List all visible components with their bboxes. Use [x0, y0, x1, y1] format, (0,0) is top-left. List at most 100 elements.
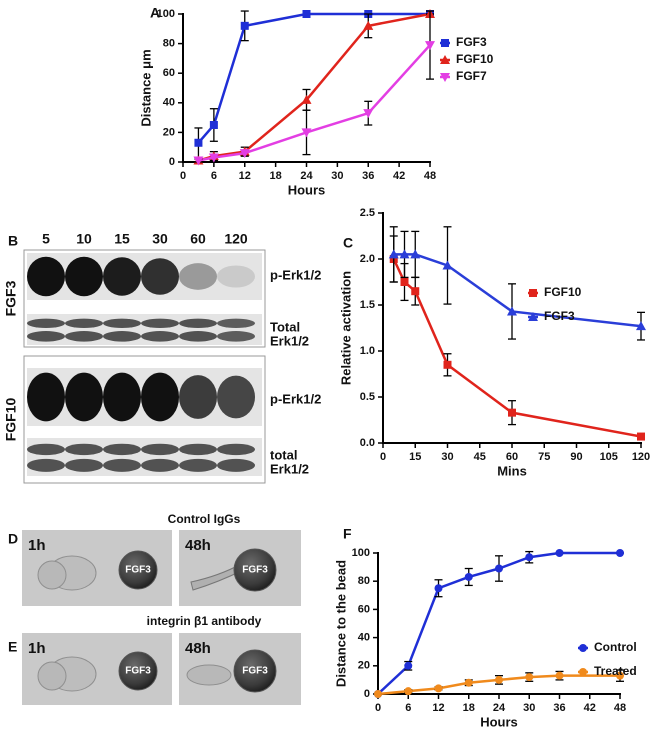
blot-band [179, 331, 217, 342]
blot-band [141, 372, 179, 422]
data-point [208, 153, 219, 163]
x-tick-label: 90 [570, 451, 582, 463]
bead-label: FGF3 [242, 565, 268, 576]
blot-frame [23, 355, 266, 484]
blot-group-label: FGF10 [3, 398, 19, 442]
lane-time: 120 [224, 231, 248, 247]
blot-band [217, 331, 255, 342]
y-tick-label: 20 [163, 126, 175, 138]
y-tick-label: 0 [364, 688, 370, 700]
data-point [443, 360, 452, 369]
blot-band [217, 375, 255, 419]
blot-band [27, 318, 65, 328]
series-line [377, 551, 620, 695]
x-tick-label: 0 [180, 170, 186, 182]
time-label: 48h [185, 537, 211, 554]
bead-label: FGF3 [125, 565, 151, 576]
y-tick-label: 1.0 [360, 345, 375, 357]
blot-row-label: Total [270, 319, 300, 334]
bead [233, 649, 277, 693]
panel-label: F [343, 526, 352, 542]
panel-label: C [343, 235, 353, 251]
data-point [495, 564, 503, 573]
data-point [410, 249, 421, 259]
data-point [374, 690, 382, 698]
y-tick-label: 2.0 [360, 253, 375, 265]
data-point [464, 678, 473, 687]
x-axis-label: Mins [497, 463, 527, 478]
legend-label: FGF10 [544, 285, 582, 299]
x-tick-label: 105 [600, 451, 618, 463]
x-tick-label: 24 [493, 702, 506, 714]
time-label: 1h [28, 640, 46, 657]
bead [118, 550, 158, 590]
x-tick-label: 6 [405, 702, 411, 714]
explant [37, 560, 67, 590]
micrograph-title: Control IgGs [168, 512, 241, 526]
blot-band [141, 443, 179, 456]
data-point [194, 138, 203, 147]
x-tick-label: 24 [300, 170, 313, 182]
x-tick-label: 42 [393, 170, 405, 182]
blot-band [141, 458, 179, 472]
legend-marker [528, 312, 538, 321]
blot-band [27, 372, 65, 422]
x-tick-label: 12 [239, 170, 251, 182]
legend-label: FGF3 [456, 35, 487, 49]
blot-group-label: FGF3 [3, 280, 19, 316]
x-axis-label: Hours [480, 714, 518, 729]
data-point [388, 249, 399, 259]
legend-label: FGF3 [544, 309, 575, 323]
data-point [434, 684, 443, 693]
panel-label: A [150, 5, 160, 21]
data-point [239, 149, 250, 159]
legend-marker [441, 39, 449, 47]
blot-band [103, 372, 141, 422]
y-tick-label: 80 [163, 38, 175, 50]
time-label: 48h [185, 640, 211, 657]
blot-band [141, 331, 179, 342]
y-tick-label: 2.5 [360, 207, 375, 219]
x-tick-label: 120 [632, 451, 650, 463]
data-point [404, 687, 413, 696]
x-tick-label: 12 [432, 702, 444, 714]
legend-marker [579, 668, 587, 676]
blot-band [179, 375, 217, 419]
x-tick-label: 45 [474, 451, 486, 463]
x-tick-label: 36 [362, 170, 374, 182]
bead-label: FGF3 [125, 666, 151, 677]
data-point [400, 278, 409, 286]
y-axis-label: Distance to the bead [333, 560, 348, 687]
time-label: 1h [28, 537, 46, 554]
x-tick-label: 18 [270, 170, 282, 182]
x-axis-label: Hours [288, 182, 326, 197]
blot-band [179, 318, 217, 328]
blot-band [141, 318, 179, 328]
x-tick-label: 48 [424, 170, 436, 182]
y-tick-label: 60 [358, 603, 370, 615]
lane-time: 60 [190, 231, 206, 247]
blot-band [141, 258, 179, 295]
x-tick-label: 15 [409, 451, 421, 463]
blot-band [179, 443, 217, 456]
blot-band [27, 256, 65, 297]
series-line [198, 44, 431, 162]
blot-band [103, 257, 141, 296]
data-point [193, 156, 204, 166]
blot-band [27, 458, 65, 472]
series-line [392, 258, 642, 438]
blot-band [103, 443, 141, 456]
y-axis-label: Relative activation [338, 271, 353, 385]
bead [118, 651, 158, 691]
series-line [197, 12, 430, 144]
blot-row-label: Erk1/2 [270, 461, 309, 476]
y-tick-label: 0.0 [360, 437, 375, 449]
y-tick-label: 80 [358, 575, 370, 587]
blot-row-label: total [270, 447, 297, 462]
y-tick-label: 0 [169, 156, 175, 168]
series-line [377, 674, 620, 696]
legend-label: FGF7 [456, 69, 487, 83]
data-point [363, 109, 374, 119]
data-point [525, 673, 534, 682]
micrograph-title: integrin β1 antibody [147, 614, 262, 628]
